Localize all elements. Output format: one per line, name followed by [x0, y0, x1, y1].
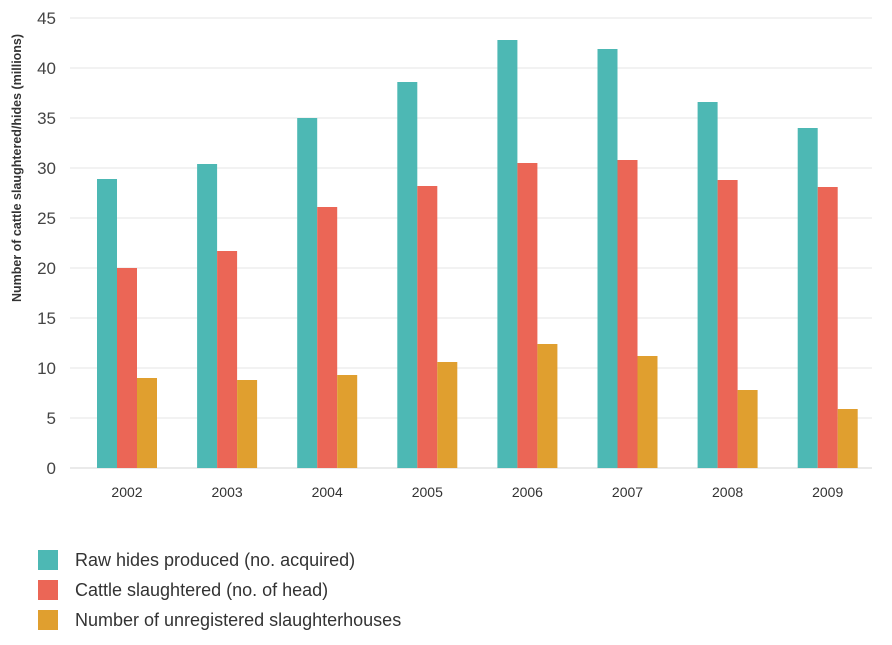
y-tick-label: 15 — [37, 309, 56, 328]
legend-item-raw-hides: Raw hides produced (no. acquired) — [38, 545, 401, 575]
bar-unregistered-slaughterhouses-2002 — [137, 378, 157, 468]
y-tick-label: 45 — [37, 9, 56, 28]
x-axis-ticks: 2002 2003 2004 2005 2006 2007 2008 2009 — [111, 484, 843, 500]
bar-unregistered-slaughterhouses-2003 — [237, 380, 258, 468]
y-tick-label: 5 — [47, 409, 56, 428]
x-tick-label: 2009 — [812, 484, 843, 500]
bar-raw-hides-2009 — [797, 128, 818, 468]
bar-raw-hides-2002 — [97, 179, 117, 468]
x-tick-label: 2006 — [512, 484, 543, 500]
y-axis-ticks: 0 5 10 15 20 25 30 35 40 45 — [37, 9, 56, 478]
y-tick-label: 10 — [37, 359, 56, 378]
bar-raw-hides-2006 — [497, 40, 518, 468]
y-tick-label: 30 — [37, 159, 56, 178]
bar-unregistered-slaughterhouses-2005 — [437, 362, 458, 468]
bar-cattle-slaughtered-2003 — [217, 251, 238, 468]
legend-label-cattle-slaughtered: Cattle slaughtered (no. of head) — [75, 579, 329, 600]
x-tick-label: 2004 — [312, 484, 343, 500]
bar-raw-hides-2004 — [297, 118, 318, 468]
bars — [97, 40, 858, 468]
x-tick-label: 2008 — [712, 484, 743, 500]
bar-unregistered-slaughterhouses-2009 — [837, 409, 858, 468]
legend-swatch-cattle-slaughtered — [38, 580, 58, 600]
bar-unregistered-slaughterhouses-2004 — [337, 375, 358, 468]
bar-raw-hides-2003 — [197, 164, 218, 468]
y-tick-label: 20 — [37, 259, 56, 278]
legend: Raw hides produced (no. acquired) Cattle… — [38, 545, 401, 635]
y-tick-label: 40 — [37, 59, 56, 78]
bar-raw-hides-2007 — [597, 49, 618, 468]
bar-cattle-slaughtered-2002 — [117, 268, 137, 468]
legend-swatch-raw-hides — [38, 550, 58, 570]
bar-unregistered-slaughterhouses-2006 — [537, 344, 558, 468]
legend-label-raw-hides: Raw hides produced (no. acquired) — [75, 549, 356, 570]
y-tick-label: 25 — [37, 209, 56, 228]
bar-cattle-slaughtered-2006 — [517, 163, 538, 468]
bar-cattle-slaughtered-2004 — [317, 207, 338, 468]
y-tick-label: 35 — [37, 109, 56, 128]
x-tick-label: 2002 — [111, 484, 142, 500]
x-tick-label: 2007 — [612, 484, 643, 500]
x-tick-label: 2005 — [412, 484, 443, 500]
y-axis-label: Number of cattle slaughtered/hides (mill… — [10, 34, 24, 302]
bar-unregistered-slaughterhouses-2008 — [737, 390, 758, 468]
legend-item-cattle-slaughtered: Cattle slaughtered (no. of head) — [38, 575, 401, 605]
legend-label-unregistered-slaughterhouses: Number of unregistered slaughterhouses — [75, 609, 402, 630]
legend-item-unregistered-slaughterhouses: Number of unregistered slaughterhouses — [38, 605, 401, 635]
bar-unregistered-slaughterhouses-2007 — [637, 356, 658, 468]
bar-cattle-slaughtered-2008 — [717, 180, 738, 468]
x-tick-label: 2003 — [212, 484, 243, 500]
bar-raw-hides-2008 — [697, 102, 718, 468]
bar-cattle-slaughtered-2009 — [817, 187, 838, 468]
bar-cattle-slaughtered-2007 — [617, 160, 638, 468]
y-tick-label: 0 — [47, 459, 56, 478]
bar-cattle-slaughtered-2005 — [417, 186, 438, 468]
bar-raw-hides-2005 — [397, 82, 418, 468]
legend-swatch-unregistered-slaughterhouses — [38, 610, 58, 630]
